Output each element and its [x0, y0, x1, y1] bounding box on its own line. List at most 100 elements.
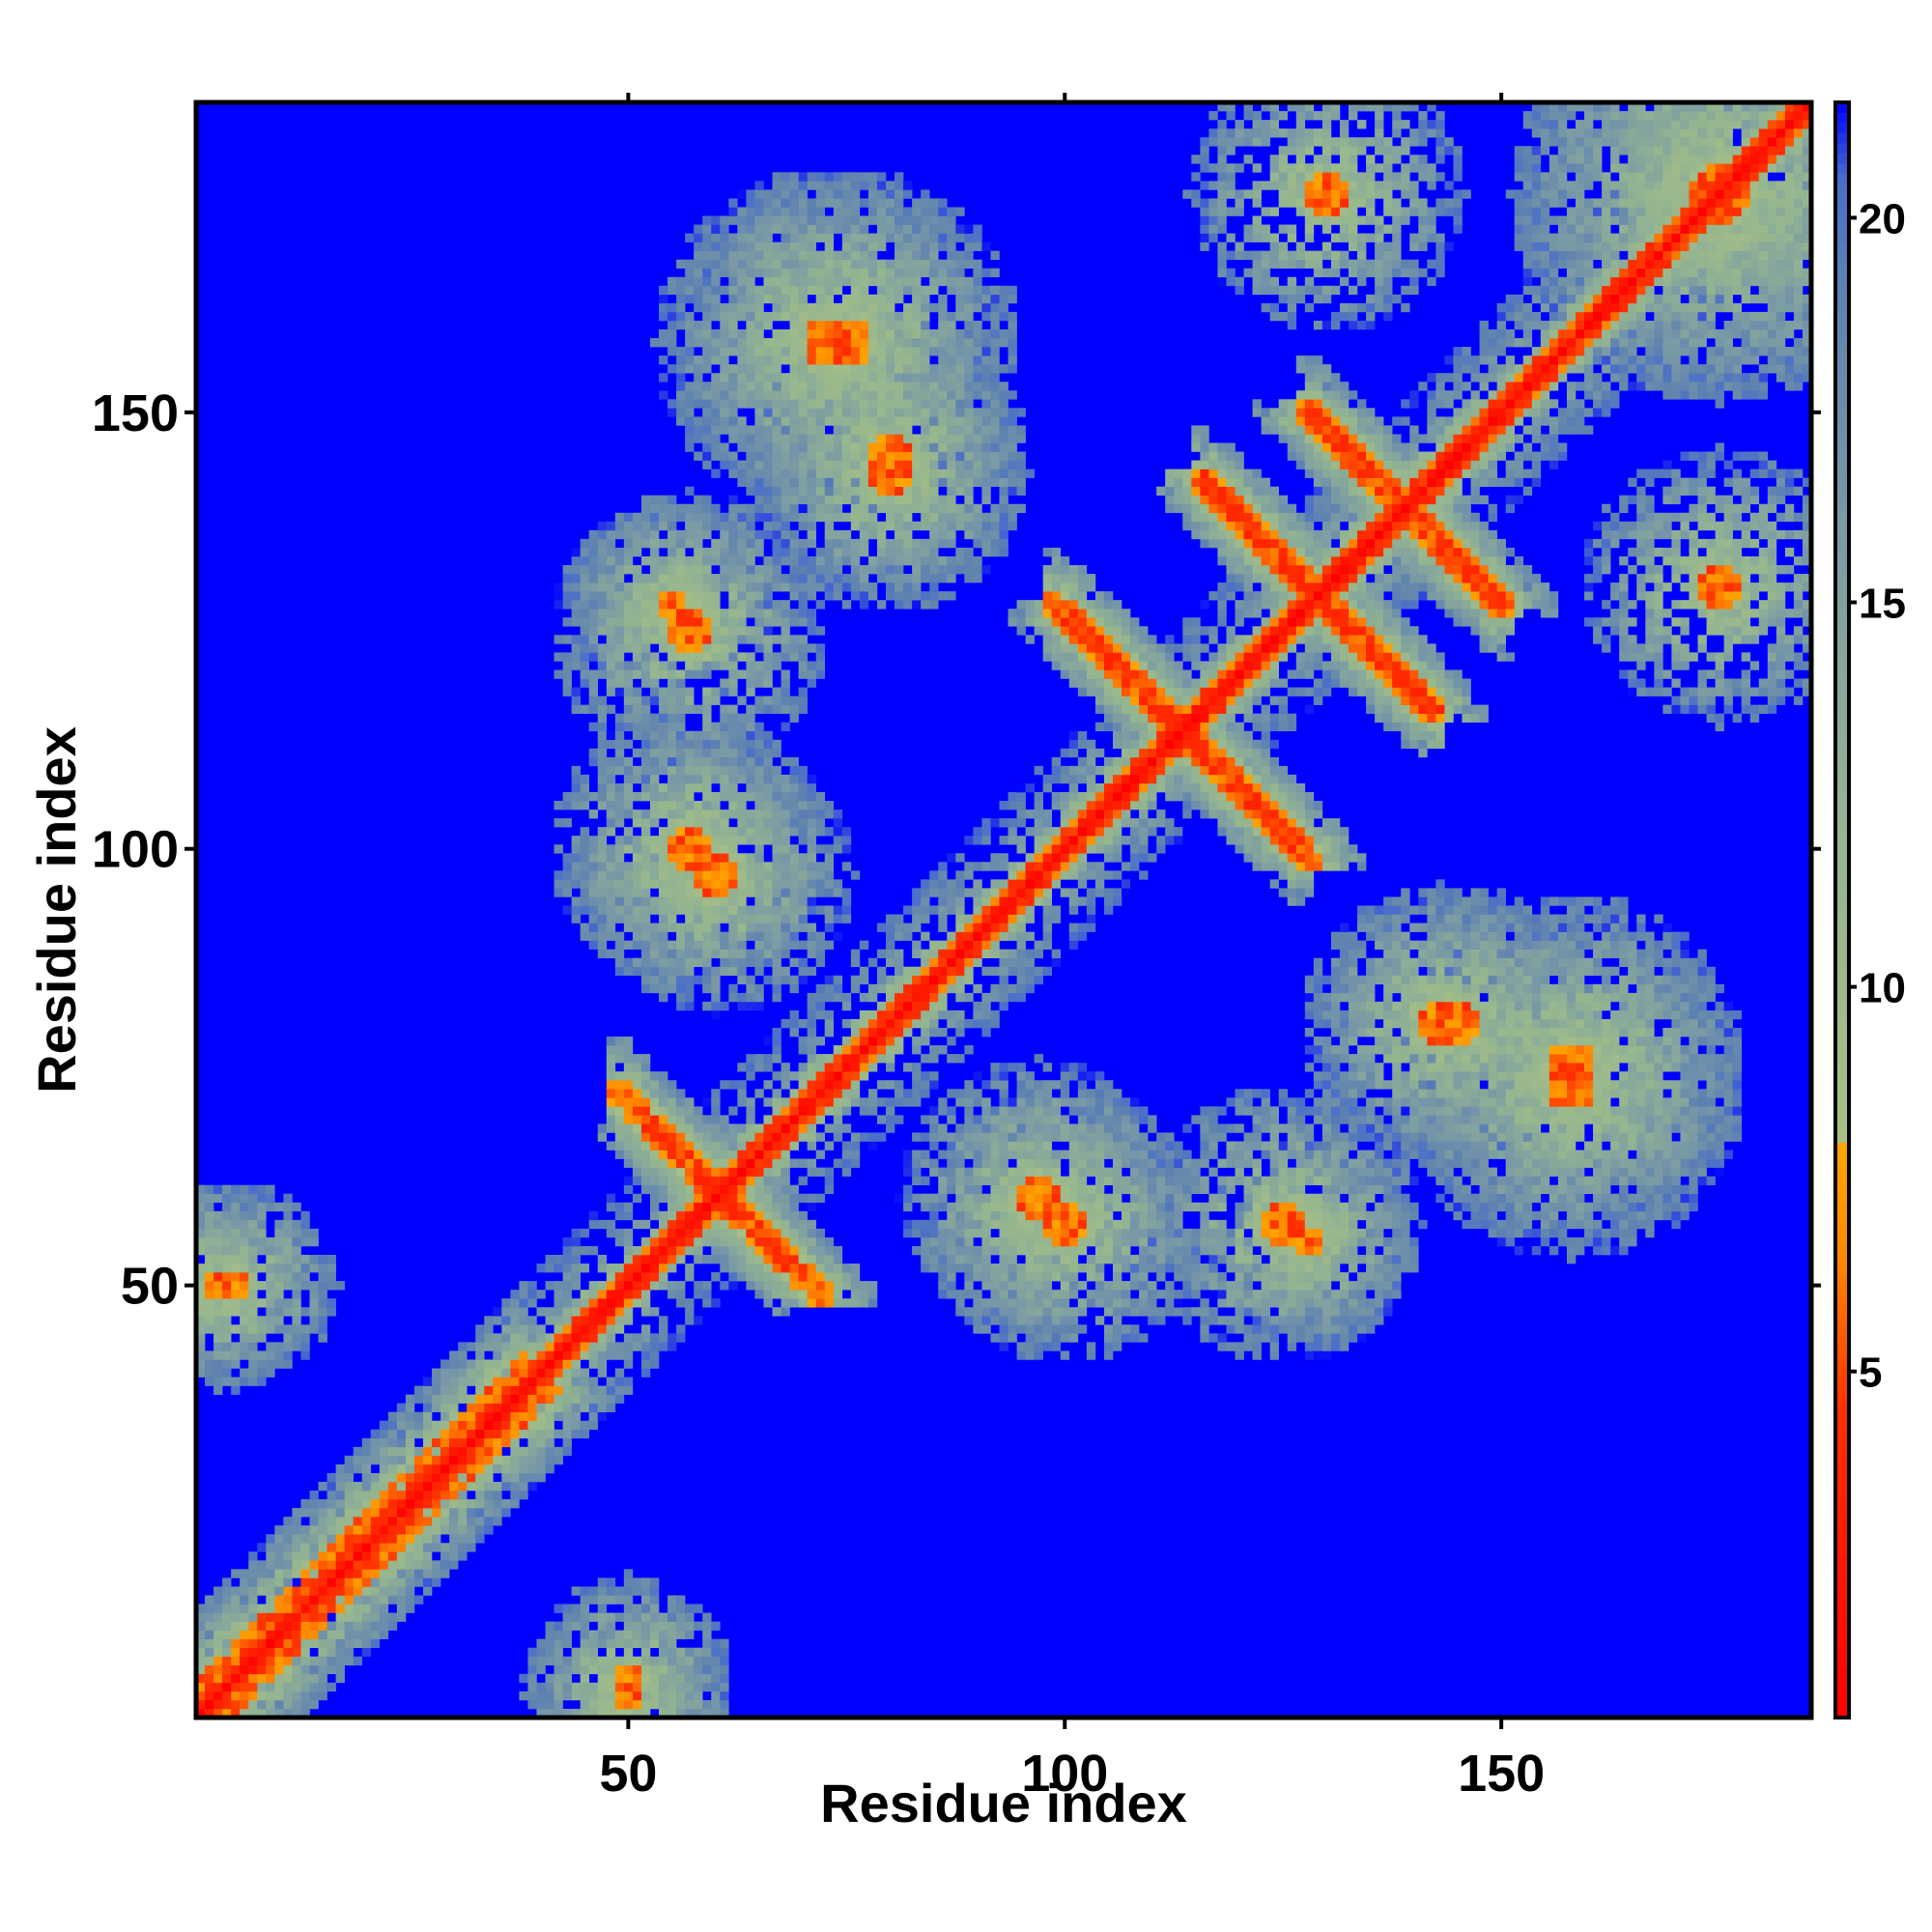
heatmap-cell: [720, 844, 729, 854]
heatmap-cell: [405, 1446, 415, 1457]
heatmap-cell: [222, 1359, 232, 1369]
heatmap-cell: [588, 1290, 599, 1299]
heatmap-cell: [300, 1621, 310, 1631]
heatmap-cell: [248, 1647, 258, 1658]
heatmap-cell: [850, 259, 861, 270]
heatmap-cell: [798, 801, 808, 810]
heatmap-cell: [702, 1621, 712, 1631]
heatmap-cell: [475, 1411, 485, 1422]
heatmap-cell: [597, 923, 608, 932]
heatmap-cell: [519, 1403, 528, 1412]
heatmap-cell: [867, 1141, 878, 1151]
heatmap-cell: [895, 198, 904, 208]
heatmap-cell: [309, 1324, 319, 1334]
heatmap-cell: [798, 1018, 808, 1029]
heatmap-cell: [737, 555, 747, 566]
heatmap-cell: [859, 276, 869, 287]
heatmap-cell: [694, 1281, 703, 1291]
heatmap-cell: [309, 1543, 319, 1552]
heatmap-cell: [702, 765, 712, 776]
heatmap-cell: [580, 801, 589, 810]
heatmap-cell: [370, 1481, 381, 1492]
heatmap-cell: [318, 1499, 327, 1509]
heatmap-cell: [562, 1281, 572, 1291]
heatmap-cell: [335, 1543, 345, 1552]
heatmap-cell: [274, 1264, 284, 1273]
heatmap-cell: [588, 582, 599, 592]
heatmap-cell: [711, 827, 721, 837]
heatmap-cell: [432, 1499, 441, 1509]
heatmap-cell: [266, 1586, 275, 1596]
heatmap-cell: [728, 862, 738, 871]
heatmap-cell: [807, 382, 816, 391]
heatmap-cell: [789, 1219, 799, 1230]
heatmap-cell: [807, 503, 816, 514]
heatmap-cell: [876, 425, 887, 435]
heatmap-cell: [632, 1621, 642, 1631]
heatmap-cell: [659, 1621, 668, 1631]
heatmap-cell: [649, 609, 660, 618]
heatmap-cell: [859, 1018, 869, 1029]
heatmap-cell: [379, 1621, 389, 1631]
heatmap-cell: [720, 529, 729, 540]
heatmap-cell: [754, 1123, 764, 1133]
heatmap-cell: [895, 451, 904, 461]
heatmap-cell: [196, 1228, 206, 1238]
heatmap-cell: [213, 1316, 223, 1325]
heatmap-cell: [659, 626, 668, 636]
heatmap-cell: [763, 416, 773, 426]
heatmap-cell: [432, 1543, 441, 1552]
heatmap-cell: [833, 250, 843, 260]
heatmap-cell: [798, 320, 808, 330]
heatmap-cell: [711, 1193, 721, 1204]
heatmap-cell: [702, 382, 712, 391]
heatmap-cell: [746, 687, 755, 696]
heatmap-cell: [781, 626, 790, 636]
heatmap-cell: [694, 1167, 703, 1177]
heatmap-cell: [266, 1708, 275, 1719]
heatmap-cell: [867, 1018, 878, 1029]
heatmap-cell: [432, 1437, 441, 1448]
heatmap-cell: [379, 1534, 389, 1544]
heatmap-cell: [912, 338, 922, 348]
heatmap-cell: [833, 259, 843, 270]
heatmap-cell: [833, 1272, 843, 1282]
heatmap-cell: [789, 390, 799, 400]
heatmap-cell: [903, 1228, 913, 1238]
heatmap-cell: [702, 600, 712, 610]
heatmap-cell: [632, 1656, 642, 1666]
heatmap-cell: [685, 434, 695, 443]
heatmap-cell: [659, 495, 668, 505]
heatmap-cell: [266, 1307, 275, 1317]
heatmap-cell: [562, 1298, 572, 1308]
heatmap-cell: [554, 1333, 563, 1343]
heatmap-cell: [475, 1508, 485, 1518]
heatmap-cell: [292, 1586, 301, 1596]
heatmap-cell: [807, 1063, 816, 1072]
heatmap-cell: [867, 591, 878, 601]
heatmap-cell: [659, 722, 668, 732]
heatmap-cell: [850, 591, 861, 601]
heatmap-cell: [763, 1132, 773, 1142]
heatmap-cell: [867, 408, 878, 417]
heatmap-cell: [746, 347, 755, 356]
heatmap-cell: [694, 669, 703, 679]
heatmap-cell: [807, 810, 816, 819]
heatmap-cell: [432, 1446, 441, 1457]
heatmap-cell: [196, 1184, 206, 1195]
heatmap-cell: [387, 1463, 398, 1474]
heatmap-cell: [606, 1324, 616, 1334]
heatmap-cell: [798, 311, 808, 322]
heatmap-cell: [196, 1359, 206, 1369]
heatmap-cell: [815, 643, 826, 653]
heatmap-cell: [222, 1324, 232, 1334]
heatmap-cell: [387, 1525, 398, 1535]
heatmap-cell: [283, 1210, 293, 1221]
heatmap-cell: [510, 1290, 520, 1299]
heatmap-cell: [720, 1210, 729, 1221]
heatmap-cell: [798, 538, 808, 549]
heatmap-cell: [781, 940, 790, 950]
heatmap-cell: [867, 477, 878, 487]
heatmap-cell: [772, 1219, 781, 1230]
heatmap-cell: [737, 652, 747, 662]
